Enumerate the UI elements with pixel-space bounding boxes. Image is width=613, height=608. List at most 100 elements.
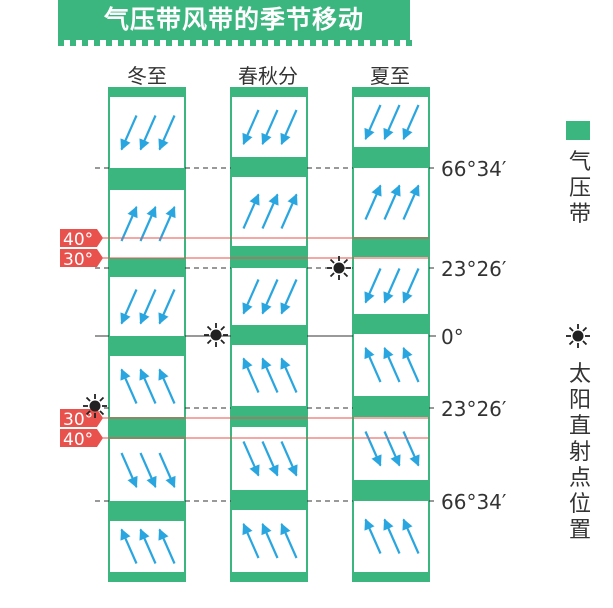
wind-arrow [280,441,298,477]
wind-arrow [120,368,138,404]
red-tag [60,249,103,267]
wind-arrow [158,205,176,242]
latitude-label: 23°26′ [441,397,507,421]
sun-icon [83,394,107,418]
wind-arrow [158,452,176,489]
wind-arrow [242,357,260,393]
sun-ray [343,258,349,264]
sun-ray [568,340,574,346]
banner-notch [334,40,340,46]
sun-ray [85,396,91,402]
wind-arrow [120,289,138,325]
banner-notch [322,40,328,46]
red-tag [60,429,103,447]
sun-ray [206,339,212,345]
wind-arrow [383,431,401,467]
pressure-belt [109,336,185,356]
wind-arrow [261,193,279,229]
sun-ray [343,272,349,278]
wind-arrow [139,205,157,242]
sun-ray [220,339,226,345]
pressure-belt [109,501,185,521]
pressure-belt [353,314,429,334]
sun-ray [329,272,335,278]
sun-ray [582,326,588,332]
wind-arrow [402,431,420,467]
red-tag [60,229,103,247]
latitude-line-lat-0: 0° [95,325,464,349]
pressure-belt [231,157,307,177]
red-tag-label: 30° [63,250,93,270]
banner-notch [142,40,148,46]
red-latitude-1: 30° [60,249,429,270]
wind-arrow [402,184,420,220]
sun-icon [566,324,590,348]
banner-notch [106,40,112,46]
pressure-belt [231,88,307,97]
column-equinox [230,87,308,582]
column-winter-solstice [108,87,186,582]
wind-arrow [261,441,279,477]
banner-notch [358,40,364,46]
pressure-belt [231,325,307,345]
wind-arrow [402,104,420,141]
sun-ray [99,410,105,416]
wind-arrow [383,518,401,554]
sun-core [89,400,101,412]
wind-arrow [383,104,401,141]
banner-notch [178,40,184,46]
pressure-belt [353,88,429,97]
sun-ray [329,258,335,264]
column-summer-solstice [352,87,430,582]
wind-arrow [120,452,138,489]
red-tag-label: 40° [63,230,93,250]
banner-notch [406,40,412,46]
sun-ray [99,396,105,402]
banner-notch [310,40,316,46]
pressure-belt [231,406,307,427]
wind-arrow [383,184,401,220]
wind-arrow [158,528,176,564]
wind-arrow [402,518,420,554]
wind-arrow [242,522,260,559]
wind-arrow [242,193,260,229]
wind-arrow [280,357,298,393]
wind-arrow [364,431,382,467]
latitude-label: 66°34′ [441,157,507,181]
wind-arrow [242,279,260,315]
latitude-line-lat-23n: 23°26′ [95,257,507,281]
banner-notch [154,40,160,46]
banner-notch [94,40,100,46]
wind-arrow [139,289,157,325]
banner-notch [370,40,376,46]
red-latitude-3: 40° [60,429,429,450]
red-latitude-2: 30° [60,409,429,430]
wind-arrow [139,452,157,489]
title-banner: 气压带风带的季节移动 [58,0,412,46]
sun-ray [85,410,91,416]
red-tag-label: 30° [63,410,93,430]
red-latitude-0: 40° [60,229,429,250]
legend-pressure-belt-label: 气压带 [568,150,591,227]
wind-arrow [242,109,260,146]
latitude-line-lat-66s: 66°34′ [95,490,507,514]
wind-arrow [364,104,382,141]
page-title: 气压带风带的季节移动 [103,5,364,34]
wind-arrow [280,193,298,229]
pressure-belt [109,572,185,581]
banner-notch [238,40,244,46]
banner-notch [298,40,304,46]
latitude-line-lat-23s: 23°26′ [95,397,507,421]
wind-arrow [402,268,420,304]
sun-icon [204,323,228,347]
wind-arrow [139,528,157,564]
banner-notch [394,40,400,46]
banner-notch [382,40,388,46]
latitude-line-lat-66n: 66°34′ [95,157,507,181]
wind-arrow [158,115,176,151]
pressure-belt [353,572,429,581]
banner-notch [274,40,280,46]
pressure-belt [353,480,429,501]
wind-arrow [120,205,138,242]
banner-notch [118,40,124,46]
